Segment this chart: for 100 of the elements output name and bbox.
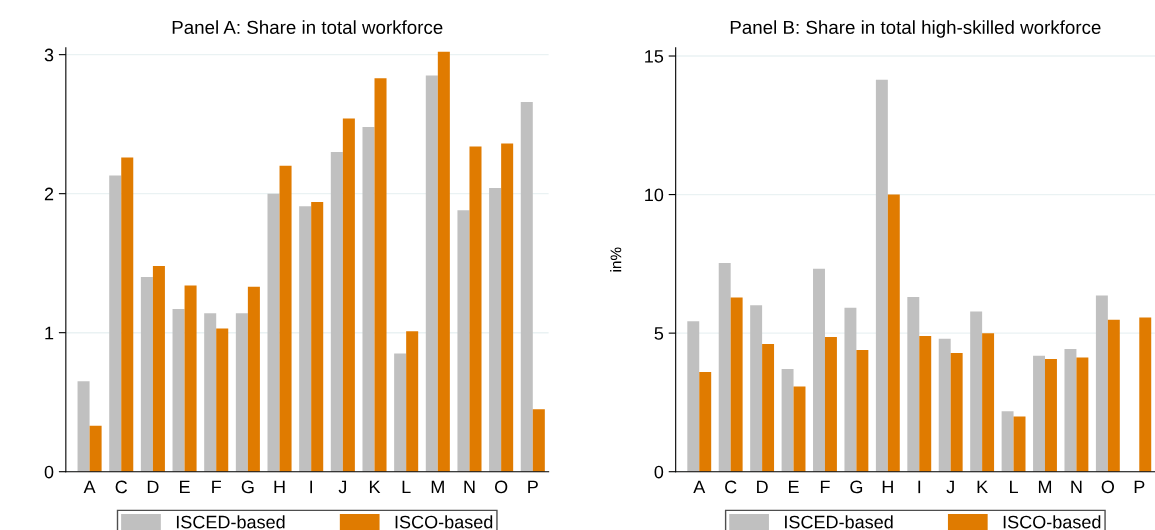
y-tick-label: 2 xyxy=(44,187,54,201)
bar xyxy=(970,311,983,472)
x-tick-label: P xyxy=(1134,480,1145,494)
bar xyxy=(813,268,825,472)
bar xyxy=(1013,416,1026,472)
x-tick-label: M xyxy=(431,480,444,494)
bar xyxy=(216,328,229,472)
y-tick-label: 1 xyxy=(45,326,54,340)
bar xyxy=(844,307,857,472)
x-tick-label: O xyxy=(494,480,508,494)
bar xyxy=(140,277,153,472)
bar xyxy=(311,202,324,472)
bar xyxy=(247,286,260,472)
bar xyxy=(907,297,920,472)
bar xyxy=(718,263,731,472)
bar xyxy=(437,51,450,472)
y-tick-label: 5 xyxy=(654,327,664,340)
bar xyxy=(204,313,217,472)
bar xyxy=(875,79,888,472)
bar xyxy=(1044,358,1057,472)
bar xyxy=(730,297,743,472)
x-tick-label: E xyxy=(789,480,799,494)
chart-title: Panel A: Share in total workforce xyxy=(172,20,443,34)
bar xyxy=(374,78,387,472)
y-tick-label: 10 xyxy=(645,188,664,202)
bar xyxy=(342,118,355,472)
x-tick-label: K xyxy=(369,480,381,494)
bar xyxy=(950,353,963,472)
x-tick-label: P xyxy=(528,480,538,494)
x-tick-label: G xyxy=(241,480,254,494)
bar xyxy=(184,285,197,472)
x-tick-label: F xyxy=(820,480,830,494)
x-tick-label: C xyxy=(115,480,128,494)
x-tick-label: O xyxy=(1101,480,1115,494)
bar xyxy=(1139,317,1152,472)
bar xyxy=(109,175,122,472)
bar xyxy=(887,194,900,472)
bar xyxy=(89,425,102,472)
x-tick-label: E xyxy=(180,480,190,494)
bar xyxy=(781,368,794,472)
x-tick-label: C xyxy=(725,480,737,494)
x-tick-label: I xyxy=(918,480,921,494)
bar xyxy=(1076,357,1089,472)
bar xyxy=(152,265,165,472)
bar xyxy=(919,335,932,472)
bar xyxy=(121,157,134,472)
legend-label: ISCO-based xyxy=(1003,515,1101,529)
bar xyxy=(279,165,292,472)
bar xyxy=(1107,319,1120,472)
bar xyxy=(1064,348,1077,472)
bar xyxy=(1001,411,1014,472)
bar xyxy=(394,353,407,472)
bar xyxy=(267,193,280,472)
x-tick-label: J xyxy=(338,480,347,494)
chart-title: Panel B: Share in total high-skilled workforce xyxy=(730,20,1101,38)
x-tick-label: A xyxy=(693,480,706,494)
x-tick-label: H xyxy=(274,480,285,494)
bar xyxy=(824,337,837,472)
y-tick-label: 15 xyxy=(645,50,664,63)
bar xyxy=(520,101,533,472)
bar xyxy=(750,305,763,472)
y-tick-label: 3 xyxy=(44,48,54,62)
legend-label: ISCO-based xyxy=(395,515,493,529)
x-tick-label: M xyxy=(1038,480,1052,494)
x-tick-label: J xyxy=(946,480,954,494)
bar xyxy=(235,313,248,472)
bar xyxy=(489,188,502,472)
x-tick-label: G xyxy=(850,480,863,494)
x-tick-label: F xyxy=(212,480,221,494)
bar xyxy=(362,126,375,472)
bar xyxy=(793,386,806,472)
x-tick-label: K xyxy=(977,480,988,494)
bar xyxy=(77,381,90,472)
y-axis-title: in% xyxy=(610,247,622,272)
x-tick-label: N xyxy=(1071,480,1082,494)
legend-label: ISCED-based xyxy=(785,515,893,529)
x-tick-label: N xyxy=(464,480,475,494)
bar xyxy=(299,206,312,472)
bar xyxy=(762,343,775,472)
bar xyxy=(687,321,700,472)
bar xyxy=(938,338,951,472)
bar xyxy=(532,409,545,472)
legend-label: ISCED-based xyxy=(176,515,285,529)
y-tick-label: 0 xyxy=(44,465,54,479)
bar xyxy=(172,309,185,472)
x-tick-label: D xyxy=(147,480,159,494)
bar xyxy=(330,151,343,472)
x-tick-label: L xyxy=(1010,480,1018,494)
x-tick-label: I xyxy=(310,480,313,494)
bar xyxy=(425,75,438,472)
y-tick-label: 0 xyxy=(654,465,664,479)
bar xyxy=(699,371,712,472)
bar xyxy=(469,146,482,472)
x-tick-label: A xyxy=(83,480,96,494)
bar xyxy=(501,143,514,472)
bar xyxy=(457,210,470,472)
bar xyxy=(1033,355,1045,472)
bar xyxy=(1095,295,1108,472)
x-tick-label: H xyxy=(882,480,893,494)
x-tick-label: D xyxy=(757,480,768,494)
